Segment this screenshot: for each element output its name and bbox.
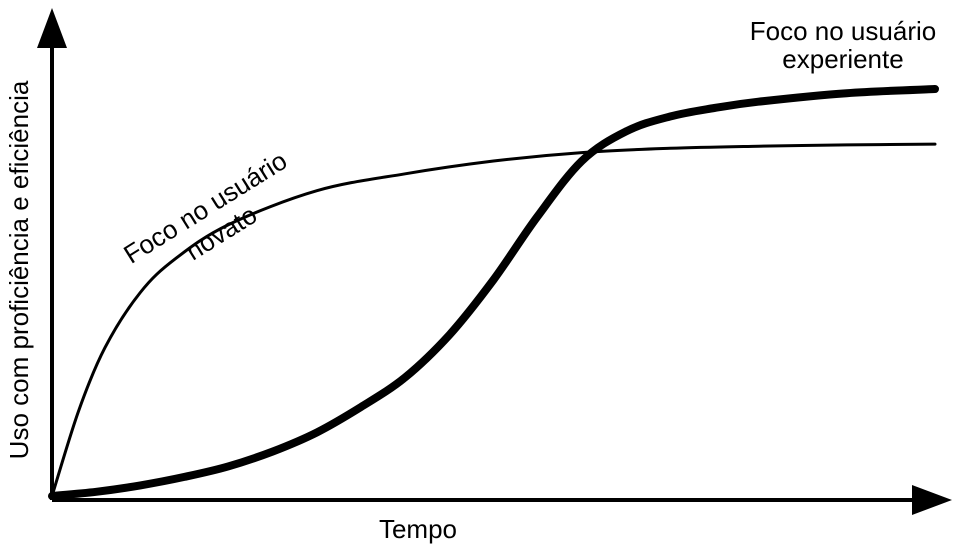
series-label-experiente: Foco no usuário experiente	[750, 16, 936, 74]
series-layer	[48, 85, 939, 500]
y-axis-label: Uso com proficiência e eficiência	[4, 80, 34, 459]
series-label-experiente-line-1: Foco no usuário	[750, 16, 936, 46]
axes	[37, 8, 952, 515]
series-line-experiente	[48, 85, 939, 500]
x-axis-arrow	[912, 485, 952, 515]
series-label-experiente-line-2: experiente	[782, 44, 903, 74]
series-label-novato: Foco no usuário novato	[118, 145, 292, 269]
x-axis-label: Tempo	[379, 514, 457, 544]
series-line-novato	[50, 142, 937, 498]
y-axis-arrow	[37, 8, 67, 48]
